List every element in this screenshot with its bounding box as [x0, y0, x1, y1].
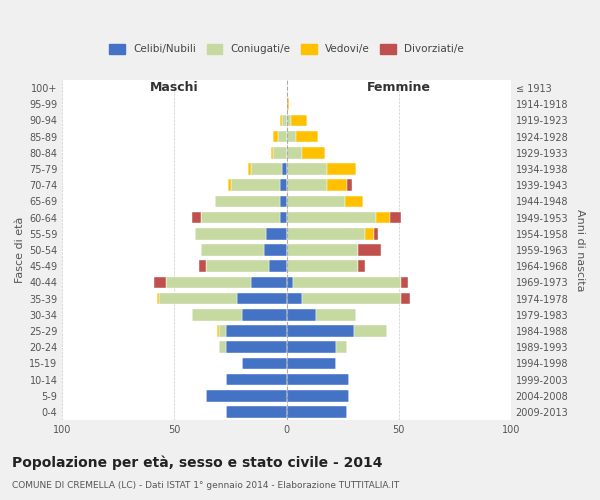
Bar — [287, 228, 365, 239]
Bar — [217, 325, 220, 337]
Bar — [242, 309, 287, 320]
Text: Popolazione per età, sesso e stato civile - 2014: Popolazione per età, sesso e stato civil… — [12, 455, 383, 469]
Bar — [264, 244, 287, 256]
Bar — [287, 342, 336, 353]
Bar — [287, 114, 291, 126]
Bar — [287, 406, 347, 418]
Bar — [242, 358, 287, 370]
Bar — [354, 325, 388, 337]
Bar — [215, 196, 280, 207]
Bar — [251, 276, 287, 288]
Bar — [226, 406, 287, 418]
Bar — [199, 260, 206, 272]
Bar — [220, 342, 226, 353]
Bar — [293, 276, 401, 288]
Bar — [401, 276, 407, 288]
Bar — [287, 276, 293, 288]
Bar — [226, 325, 287, 337]
Bar — [358, 244, 381, 256]
Bar — [287, 212, 376, 224]
Bar — [287, 293, 302, 304]
Bar — [365, 228, 374, 239]
Bar — [202, 212, 280, 224]
Bar — [345, 196, 363, 207]
Bar — [287, 260, 358, 272]
Bar — [287, 180, 327, 191]
Bar — [327, 163, 356, 175]
Bar — [271, 147, 273, 158]
Bar — [157, 293, 159, 304]
Bar — [287, 130, 296, 142]
Bar — [358, 260, 365, 272]
Bar — [287, 374, 349, 386]
Bar — [327, 180, 347, 191]
Text: Maschi: Maschi — [150, 80, 199, 94]
Bar — [287, 163, 327, 175]
Bar — [194, 228, 266, 239]
Bar — [193, 212, 202, 224]
Bar — [154, 276, 166, 288]
Bar — [287, 98, 289, 110]
Bar — [287, 147, 302, 158]
Bar — [280, 196, 287, 207]
Bar — [226, 342, 287, 353]
Bar — [230, 180, 280, 191]
Bar — [282, 114, 287, 126]
Bar — [202, 244, 264, 256]
Bar — [269, 260, 287, 272]
Bar — [316, 309, 356, 320]
Bar — [287, 390, 349, 402]
Bar — [280, 212, 287, 224]
Bar — [287, 244, 358, 256]
Bar — [336, 342, 347, 353]
Bar — [287, 196, 345, 207]
Bar — [228, 180, 230, 191]
Bar — [251, 163, 282, 175]
Y-axis label: Fasce di età: Fasce di età — [15, 217, 25, 283]
Bar — [193, 309, 242, 320]
Bar — [220, 325, 226, 337]
Text: Femmine: Femmine — [367, 80, 431, 94]
Bar — [302, 293, 401, 304]
Bar — [278, 130, 287, 142]
Bar — [287, 358, 336, 370]
Bar — [273, 147, 287, 158]
Bar — [287, 325, 354, 337]
Bar — [291, 114, 307, 126]
Bar — [347, 180, 352, 191]
Bar — [226, 374, 287, 386]
Bar — [206, 260, 269, 272]
Bar — [287, 309, 316, 320]
Bar — [401, 293, 410, 304]
Bar — [273, 130, 278, 142]
Bar — [159, 293, 237, 304]
Y-axis label: Anni di nascita: Anni di nascita — [575, 208, 585, 291]
Bar — [302, 147, 325, 158]
Bar — [282, 163, 287, 175]
Bar — [376, 212, 389, 224]
Bar — [237, 293, 287, 304]
Bar — [374, 228, 379, 239]
Bar — [296, 130, 318, 142]
Bar — [166, 276, 251, 288]
Text: COMUNE DI CREMELLA (LC) - Dati ISTAT 1° gennaio 2014 - Elaborazione TUTTITALIA.I: COMUNE DI CREMELLA (LC) - Dati ISTAT 1° … — [12, 480, 399, 490]
Bar — [266, 228, 287, 239]
Bar — [280, 180, 287, 191]
Bar — [280, 114, 282, 126]
Bar — [248, 163, 251, 175]
Legend: Celibi/Nubili, Coniugati/e, Vedovi/e, Divorziati/e: Celibi/Nubili, Coniugati/e, Vedovi/e, Di… — [106, 41, 467, 58]
Bar — [206, 390, 287, 402]
Bar — [389, 212, 401, 224]
